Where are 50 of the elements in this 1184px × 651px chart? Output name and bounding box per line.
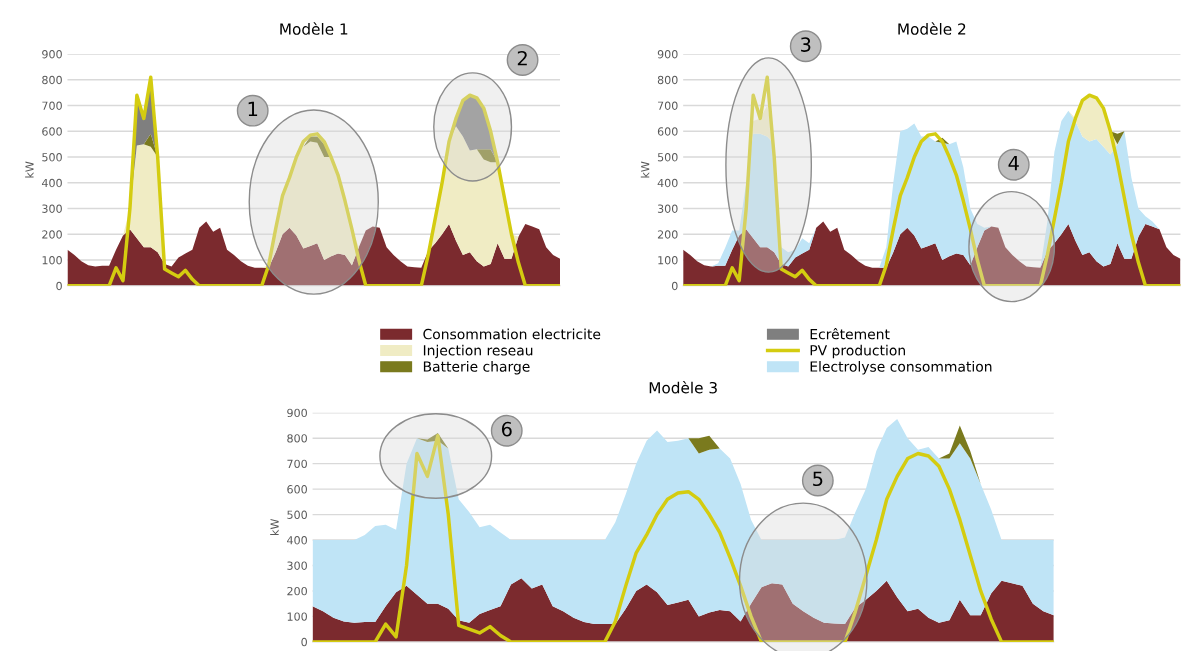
y-tick-label: 0	[671, 281, 678, 291]
y-tick-label: 900	[287, 408, 307, 418]
chart-title: Modèle 1	[280, 22, 348, 35]
y-tick-label: 100	[42, 256, 62, 265]
y-tick-label: 500	[42, 153, 62, 162]
legend-label: Ecrêtement	[810, 328, 890, 340]
y-axis-title: kW	[270, 518, 279, 536]
annotation: 1	[248, 101, 258, 117]
y-tick-label: 600	[287, 485, 307, 494]
line-series	[683, 75, 1181, 286]
y-tick-label: 700	[287, 459, 307, 469]
y-tick-label: 100	[287, 612, 307, 621]
y-tick-label: 400	[287, 536, 307, 545]
y-tick-label: 400	[657, 178, 678, 188]
y-tick-label: 900	[657, 50, 678, 59]
annotation: 4	[1008, 155, 1019, 171]
y-tick-label: 300	[42, 204, 62, 213]
annotation: 2	[517, 50, 527, 66]
legend-label: PV production	[810, 344, 905, 359]
y-tick-label: 900	[42, 50, 62, 59]
y-tick-label: 800	[657, 75, 678, 85]
chart-title: Modèle 2	[898, 22, 966, 35]
y-axis-title: kW	[25, 161, 34, 178]
y-tick-label: 400	[41, 178, 62, 188]
line-series	[67, 75, 561, 286]
y-tick-label: 700	[658, 101, 678, 110]
y-tick-label: 600	[657, 127, 678, 136]
annotation: 5	[813, 471, 823, 487]
y-tick-label: 200	[657, 230, 678, 239]
y-axis-title: kW	[640, 161, 650, 178]
legend-label: Batterie charge	[423, 361, 530, 375]
y-tick-label: 500	[287, 510, 307, 519]
y-tick-label: 300	[287, 561, 307, 570]
annotation: 6	[501, 421, 512, 437]
legend-label: Consommation electricite	[423, 328, 601, 340]
y-tick-label: 300	[657, 204, 678, 213]
y-tick-label: 800	[287, 434, 307, 443]
y-tick-label: 600	[42, 127, 62, 136]
y-tick-label: 0	[56, 281, 62, 291]
y-tick-label: 500	[657, 153, 678, 162]
y-tick-label: 200	[42, 230, 62, 239]
legend-label: Injection reseau	[423, 344, 533, 359]
y-tick-label: 0	[301, 637, 307, 647]
chart-title: Modèle 3	[649, 381, 717, 394]
y-tick-label: 200	[287, 586, 307, 596]
y-tick-label: 700	[42, 101, 62, 110]
y-tick-label: 100	[658, 256, 678, 265]
text: 3	[801, 37, 811, 52]
legend-label: Electrolyse consommation	[810, 361, 992, 375]
y-tick-label: 800	[42, 75, 62, 85]
